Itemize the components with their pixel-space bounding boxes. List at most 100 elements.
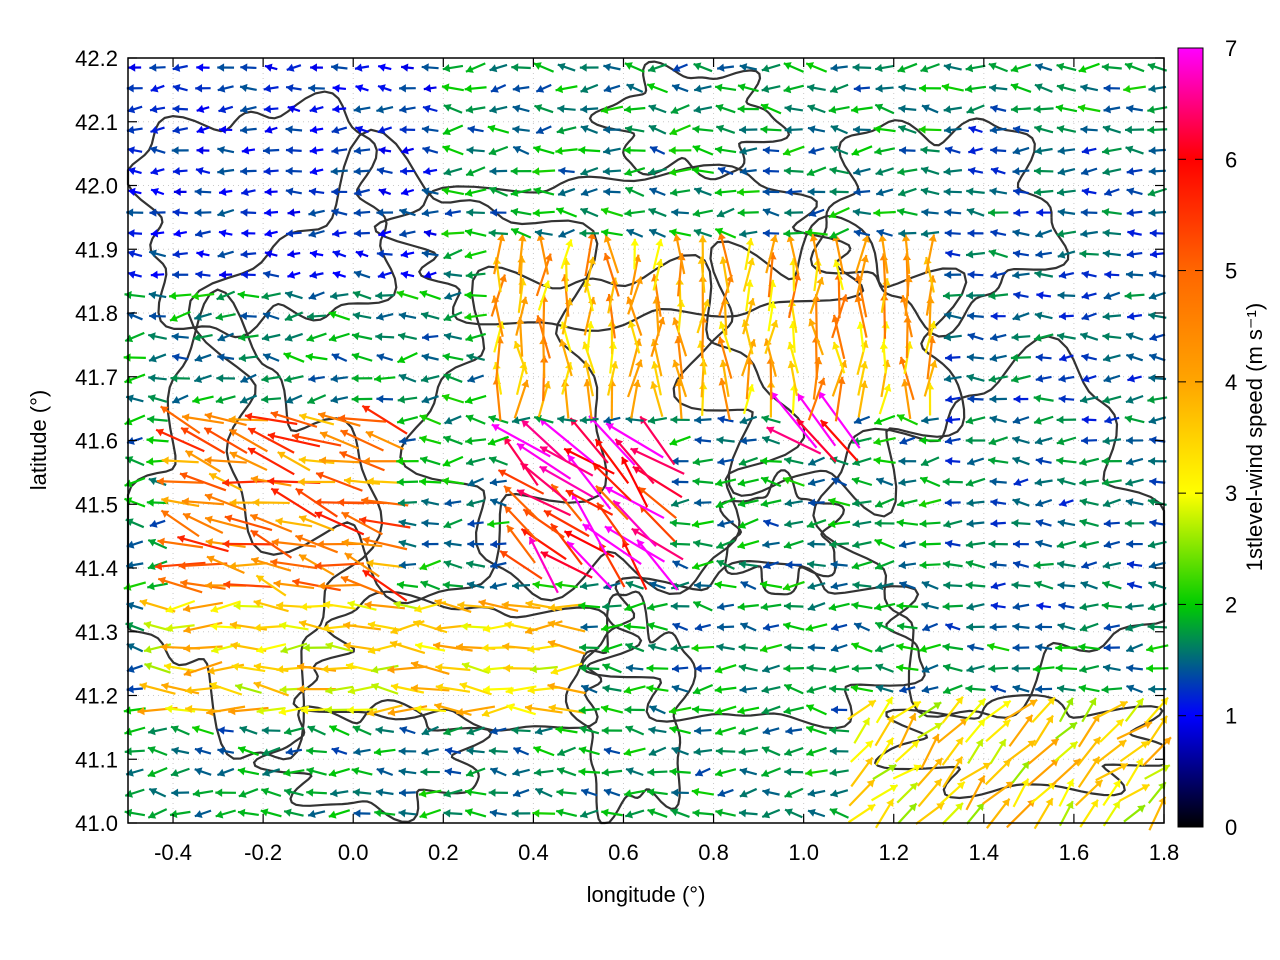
wind-arrow	[580, 788, 598, 797]
x-tick-label: -0.4	[154, 840, 192, 865]
wind-arrow	[990, 228, 1007, 238]
wind-arrow	[256, 706, 286, 715]
wind-arrow	[829, 83, 849, 94]
wind-arrow	[921, 685, 939, 694]
wind-arrow	[237, 808, 259, 818]
wind-arrow	[652, 238, 664, 270]
wind-arrow	[464, 250, 487, 260]
wind-arrow	[1119, 783, 1150, 802]
wind-arrow	[503, 436, 539, 486]
wind-arrow	[875, 477, 894, 487]
wind-arrow	[737, 518, 759, 529]
wind-arrow	[783, 601, 804, 611]
wind-arrow	[739, 436, 757, 445]
wind-arrow	[532, 580, 556, 590]
wind-arrow	[630, 447, 685, 475]
wind-arrow	[148, 373, 167, 383]
wind-arrow	[716, 602, 735, 611]
wind-arrow	[441, 186, 465, 196]
wind-arrow	[397, 498, 417, 507]
wind-arrow	[1149, 519, 1166, 528]
wind-arrow	[1012, 312, 1030, 321]
wind-arrow	[400, 146, 414, 155]
wind-arrow	[1005, 739, 1037, 764]
wind-arrow	[897, 802, 918, 825]
wind-arrow	[692, 808, 714, 818]
wind-arrow	[986, 642, 1010, 652]
wind-arrow	[358, 516, 411, 529]
wind-arrow	[898, 560, 917, 570]
wind-arrow	[626, 296, 643, 337]
wind-arrow	[762, 540, 780, 549]
wind-arrow	[443, 248, 463, 260]
wind-arrow	[421, 249, 439, 258]
wind-arrow	[692, 705, 714, 714]
wind-arrow	[737, 104, 759, 114]
wind-arrow	[161, 456, 199, 465]
wind-arrow	[857, 380, 869, 418]
wind-arrow	[147, 415, 168, 424]
wind-arrow	[945, 415, 961, 424]
wind-arrow	[807, 643, 826, 652]
wind-arrow	[347, 685, 377, 695]
wind-arrow	[819, 419, 859, 462]
wind-arrow	[738, 747, 758, 756]
wind-arrow	[398, 560, 417, 570]
wind-arrow	[250, 529, 293, 559]
wind-arrow	[739, 685, 758, 694]
wind-arrow	[238, 333, 259, 342]
wind-arrow	[852, 125, 871, 134]
wind-arrow	[989, 560, 1007, 569]
wind-arrow	[829, 808, 849, 819]
wind-arrow	[271, 538, 317, 548]
wind-arrow	[671, 477, 689, 487]
wind-arrow	[714, 726, 737, 736]
wind-arrow	[1124, 697, 1145, 722]
wind-arrow	[1148, 580, 1167, 590]
wind-arrow	[873, 456, 896, 465]
wind-arrow	[150, 167, 165, 176]
wind-arrow	[829, 227, 850, 239]
wind-arrow	[918, 498, 942, 508]
wind-arrow	[533, 186, 555, 196]
wind-arrow	[783, 456, 804, 465]
wind-arrow	[584, 231, 596, 277]
wind-arrow	[761, 414, 781, 424]
wind-arrow	[943, 62, 962, 72]
wind-arrow	[899, 146, 916, 155]
wind-arrow	[739, 622, 757, 632]
wind-arrow	[443, 518, 463, 529]
wind-arrow	[511, 416, 531, 425]
wind-arrow	[1127, 229, 1142, 238]
wind-arrow	[149, 519, 166, 528]
wind-arrow	[1033, 560, 1054, 570]
wind-arrow	[1058, 697, 1074, 723]
wind-arrow	[261, 726, 281, 735]
wind-arrow	[784, 787, 804, 798]
wind-arrow	[898, 104, 917, 113]
wind-arrow	[944, 208, 962, 217]
wind-arrow	[739, 229, 758, 238]
wind-arrow	[1033, 124, 1054, 134]
wind-arrow	[376, 166, 393, 175]
wind-arrow	[503, 505, 539, 542]
wind-arrow	[738, 456, 758, 467]
wind-arrow	[302, 643, 331, 652]
wind-arrow	[414, 704, 447, 714]
wind-arrow	[171, 332, 189, 341]
wind-arrow	[1102, 332, 1122, 341]
wind-arrow	[875, 167, 894, 176]
wind-arrow	[421, 332, 439, 342]
wind-arrow	[1034, 270, 1054, 279]
wind-arrow	[945, 249, 961, 258]
wind-arrow	[539, 465, 594, 499]
wind-arrow	[1034, 83, 1053, 93]
wind-arrow	[1124, 291, 1145, 300]
wind-arrow	[490, 726, 507, 735]
wind-arrow	[1013, 394, 1029, 404]
wind-arrow	[850, 756, 874, 788]
wind-arrow	[240, 249, 257, 259]
wind-arrow	[942, 643, 964, 652]
wind-arrow	[1125, 125, 1145, 134]
wind-arrow	[786, 234, 800, 274]
